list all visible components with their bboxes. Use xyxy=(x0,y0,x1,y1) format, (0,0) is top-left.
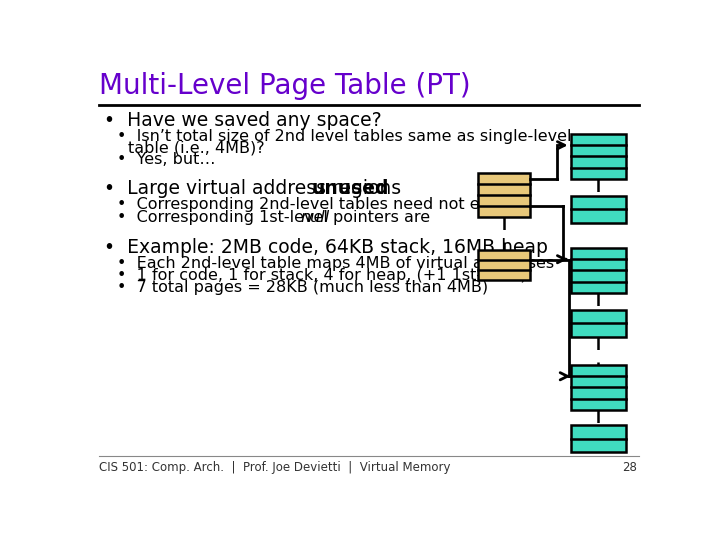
Text: •  Corresponding 2nd-level tables need not exist: • Corresponding 2nd-level tables need no… xyxy=(117,197,508,212)
Bar xyxy=(570,195,626,222)
Text: table (i.e., 4MB)?: table (i.e., 4MB)? xyxy=(128,140,265,156)
Text: •  Large virtual address regions: • Large virtual address regions xyxy=(104,179,407,198)
Text: •  Have we saved any space?: • Have we saved any space? xyxy=(104,111,382,130)
Text: •  1 for code, 1 for stack, 4 for heap, (+1 1st-level): • 1 for code, 1 for stack, 4 for heap, (… xyxy=(117,268,527,283)
Text: •  Corresponding 1st-level pointers are: • Corresponding 1st-level pointers are xyxy=(117,210,436,225)
Bar xyxy=(477,249,530,280)
Text: CIS 501: Comp. Arch.  |  Prof. Joe Devietti  |  Virtual Memory: CIS 501: Comp. Arch. | Prof. Joe Deviett… xyxy=(99,461,451,474)
Text: •  Yes, but…: • Yes, but… xyxy=(117,152,215,167)
Text: •  Each 2nd-level table maps 4MB of virtual addresses: • Each 2nd-level table maps 4MB of virtu… xyxy=(117,256,554,271)
Bar xyxy=(570,134,626,179)
Bar xyxy=(570,309,626,336)
Text: unused: unused xyxy=(312,179,389,198)
Text: Multi-Level Page Table (PT): Multi-Level Page Table (PT) xyxy=(99,72,471,100)
Text: 28: 28 xyxy=(622,461,637,474)
Bar xyxy=(570,248,626,293)
Text: •  7 total pages = 28KB (much less than 4MB): • 7 total pages = 28KB (much less than 4… xyxy=(117,280,488,295)
Text: •  Isn’t total size of 2nd level tables same as single-level: • Isn’t total size of 2nd level tables s… xyxy=(117,129,572,144)
Bar xyxy=(570,365,626,410)
Text: null: null xyxy=(300,210,329,225)
Text: •  Example: 2MB code, 64KB stack, 16MB heap: • Example: 2MB code, 64KB stack, 16MB he… xyxy=(104,238,548,257)
Bar xyxy=(477,173,530,217)
Bar xyxy=(570,425,626,452)
